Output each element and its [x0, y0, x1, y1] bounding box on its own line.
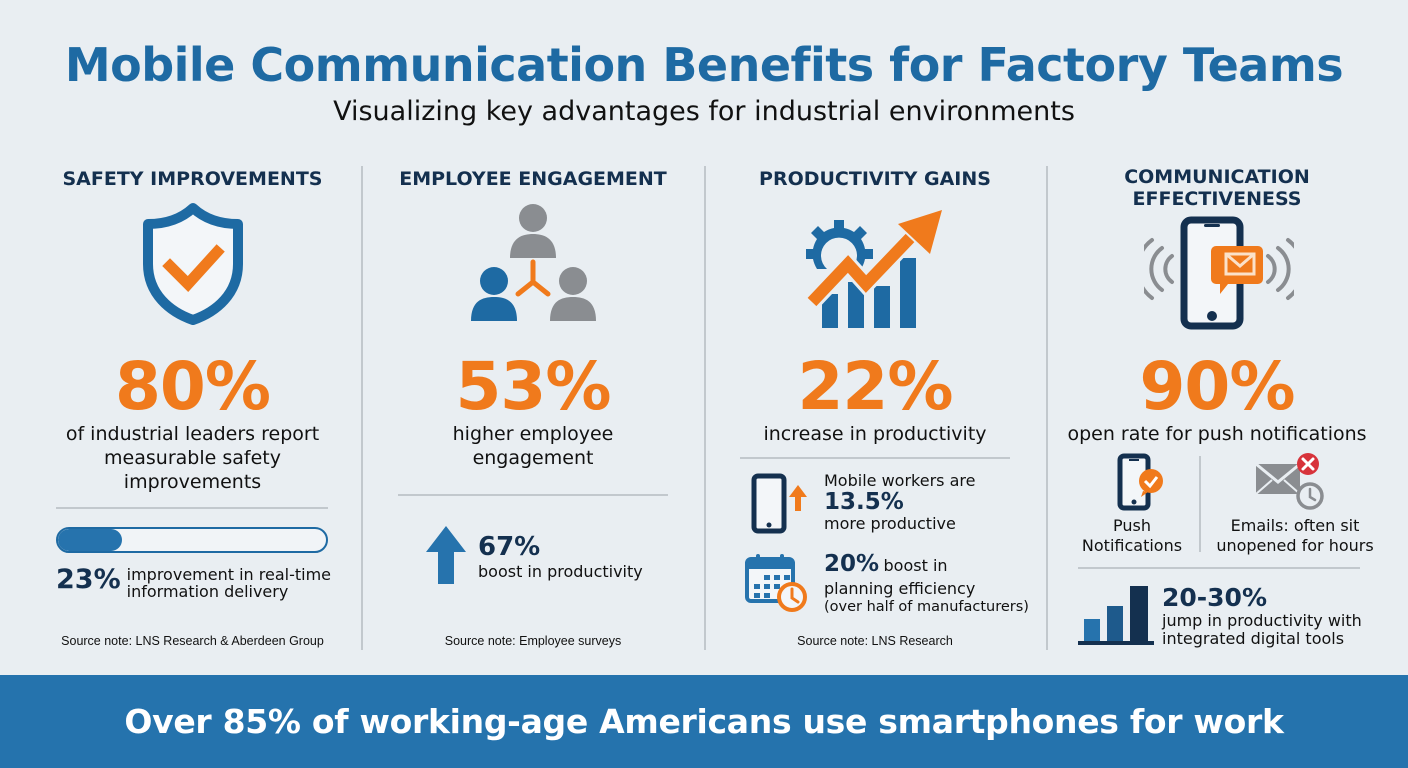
engagement-column: EMPLOYEE ENGAGEMENT 53% higher employee … [378, 160, 688, 660]
calendar-clock-icon [744, 553, 810, 618]
phone-check-icon [1117, 453, 1167, 516]
gear-growth-chart-icon [805, 206, 951, 336]
footer-banner: Over 85% of working-age Americans use sm… [0, 675, 1408, 768]
productivity-description: increase in productivity [763, 423, 987, 445]
safety-source: Source note: LNS Research & Aberdeen Gro… [61, 634, 324, 648]
engagement-source: Source note: Employee surveys [444, 634, 622, 648]
divider [740, 457, 1010, 459]
engagement-productivity-stat: 67% boost in productivity [478, 532, 643, 581]
mobile-workers-stat: Mobile workers are 13.5% more productive [824, 471, 976, 534]
digital-tools-stat: 20-30% jump in productivity with integra… [1162, 583, 1362, 648]
smartphone-up-icon [751, 473, 809, 540]
info-delivery-stat: 23% [56, 564, 121, 595]
safety-heading: SAFETY IMPROVEMENTS [62, 168, 323, 190]
column-divider [361, 166, 363, 650]
engagement-heading: EMPLOYEE ENGAGEMENT [399, 168, 667, 190]
column-divider [704, 166, 706, 650]
progress-fill [58, 529, 123, 551]
divider [1078, 567, 1360, 569]
phone-message-icon [1135, 216, 1305, 337]
safety-description: of industrial leaders report measurable … [65, 423, 320, 493]
productivity-source: Source note: LNS Research [797, 634, 953, 648]
bar-chart-icon [1078, 584, 1154, 651]
column-divider [1046, 166, 1048, 650]
comparison-divider [1199, 456, 1201, 552]
push-open-rate-stat: 90% [1139, 348, 1296, 425]
productivity-column: PRODUCTIVITY GAINS 22% increase in produ… [720, 160, 1030, 660]
emails-label: Emails: often sit unopened for hours [1216, 516, 1374, 555]
planning-efficiency-stat: 20% boost in planning efficiency (over h… [824, 551, 1029, 615]
info-delivery-progress-bar [56, 527, 328, 553]
info-delivery-stat-row: 23% improvement in real-time information… [56, 564, 331, 601]
push-notifications-label: Push Notifications [1081, 516, 1183, 555]
page-title: Mobile Communication Benefits for Factor… [64, 38, 1344, 92]
divider [398, 494, 668, 496]
divider [56, 507, 328, 509]
communication-heading: COMMUNICATION EFFECTIVENESS [1124, 166, 1310, 210]
engagement-description: higher employee engagement [452, 423, 614, 469]
push-open-rate-description: open rate for push notifications [1067, 423, 1367, 445]
safety-stat: 80% [115, 348, 271, 425]
email-delayed-icon [1254, 452, 1326, 515]
safety-column: SAFETY IMPROVEMENTS 80% of industrial le… [40, 160, 345, 660]
arrow-up-icon [424, 524, 468, 591]
engagement-stat: 53% [455, 348, 612, 425]
communication-column: COMMUNICATION EFFECTIVENESS 90% open rat… [1062, 160, 1372, 660]
shield-check-icon [140, 202, 246, 331]
productivity-stat: 22% [797, 348, 954, 425]
page-subtitle: Visualizing key advantages for industria… [333, 96, 1075, 127]
team-network-icon [466, 202, 601, 332]
productivity-heading: PRODUCTIVITY GAINS [759, 168, 991, 190]
